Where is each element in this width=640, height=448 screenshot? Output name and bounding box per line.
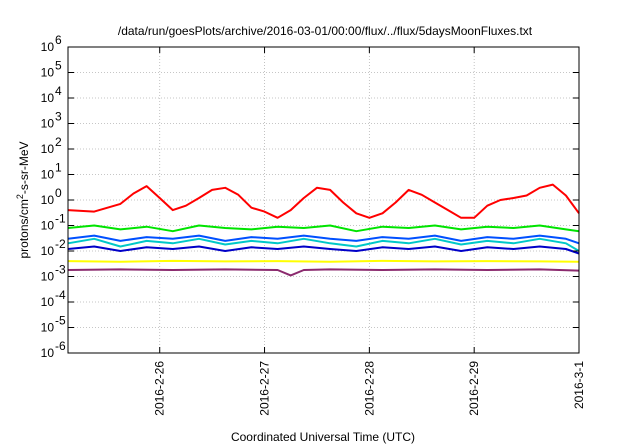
series-line-7 [67, 268, 580, 277]
y-axis-label-rest: -s-sr-MeV [17, 141, 31, 194]
series-line-3 [67, 237, 580, 252]
y-tick-base: 10 [41, 168, 55, 182]
y-tick-label: 10 [41, 142, 55, 156]
y-tick-exponent: 1 [55, 161, 62, 175]
y-tick-label: 10 [41, 66, 55, 80]
y-tick-exponent: 6 [55, 33, 62, 47]
y-tick-exponent: -1 [55, 212, 66, 226]
y-tick-exponent: -3 [55, 263, 66, 277]
y-tick-label: 10 [41, 91, 55, 105]
y-tick-exponent: 4 [55, 84, 62, 98]
series-group [67, 183, 580, 277]
series-line-4 [67, 234, 580, 245]
y-tick-label: 10 [41, 193, 55, 207]
y-tick-base: 10 [41, 66, 55, 80]
y-tick-exponent: 0 [55, 186, 62, 200]
y-axis-label-main: protons/cm [17, 199, 31, 258]
y-tick-exponent: 3 [55, 110, 62, 124]
x-tick-label: 2016-2-27 [258, 361, 272, 416]
y-tick-label: 10 [41, 270, 55, 284]
y-tick-exponent: -5 [55, 314, 66, 328]
y-tick-base: 10 [41, 270, 55, 284]
x-tick-label: 2016-2-28 [362, 361, 376, 416]
y-tick-base: 10 [41, 219, 55, 233]
y-tick-label: 10 [41, 117, 55, 131]
y-tick-base: 10 [41, 346, 55, 360]
series-line-2 [67, 224, 580, 233]
x-axis: 2016-2-26 2016-2-27 2016-2-28 2016-2-29 2016… [153, 47, 586, 416]
x-axis-label: Coordinated Universal Time (UTC) [231, 430, 415, 444]
y-tick-exponent: -4 [55, 288, 66, 302]
y-tick-base: 10 [41, 295, 55, 309]
y-tick-base: 10 [41, 40, 55, 54]
y-tick-label: 10 [41, 168, 55, 182]
series-line-6 [67, 259, 580, 263]
chart-title: /data/run/goesPlots/archive/2016-03-01/0… [118, 24, 533, 38]
y-tick-base: 10 [41, 244, 55, 258]
y-tick-label: 10 [41, 244, 55, 258]
y-axis-label: protons/cm2-s-sr-MeV [15, 141, 31, 258]
y-tick-base: 10 [41, 142, 55, 156]
series-line-5 [67, 245, 580, 255]
y-tick-label: 10 [41, 295, 55, 309]
y-tick-base: 10 [41, 117, 55, 131]
grid [68, 47, 580, 353]
y-tick-base: 10 [41, 91, 55, 105]
y-tick-label: 10 [41, 40, 55, 54]
y-tick-label: 10 [41, 346, 55, 360]
y-tick-base: 10 [41, 193, 55, 207]
y-tick-label: 10 [41, 321, 55, 335]
y-tick-exponent: -6 [55, 339, 66, 353]
y-tick-exponent: -2 [55, 237, 66, 251]
x-tick-label: 2016-2-26 [153, 361, 167, 416]
x-tick-label: 2016-2-29 [467, 361, 481, 416]
series-line-1 [67, 183, 580, 219]
y-axis-label-superscript: 2 [15, 194, 25, 199]
y-tick-base: 10 [41, 321, 55, 335]
y-tick-exponent: 2 [55, 135, 62, 149]
y-tick-label: 10 [41, 219, 55, 233]
y-tick-exponent: 5 [55, 59, 62, 73]
y-axis: 10 -610 -510 -410 -310 -210 -110 010 110 210 310 41… [41, 33, 579, 360]
x-tick-label: 2016-3-1 [572, 361, 586, 409]
